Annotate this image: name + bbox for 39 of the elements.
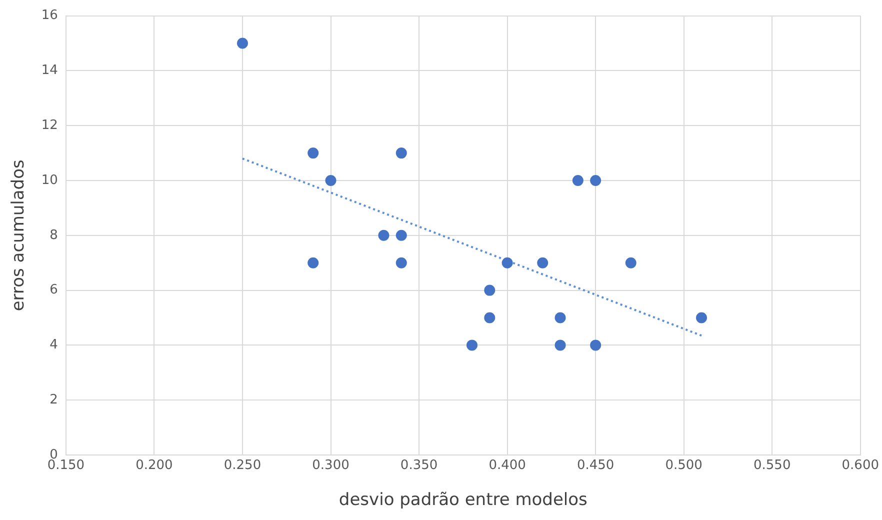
point: [590, 340, 602, 351]
point: [236, 38, 248, 49]
point: [554, 340, 566, 351]
x-tick-label: 0.400: [488, 458, 526, 474]
point: [484, 284, 496, 296]
point: [590, 175, 602, 186]
x-tick-label: 0.250: [224, 458, 262, 474]
point: [625, 257, 636, 268]
y-tick-label: 8: [50, 228, 58, 243]
y-tick-label: 12: [41, 118, 58, 133]
x-tick-label: 0.350: [400, 458, 438, 474]
x-tick-label: 0.600: [842, 458, 879, 474]
y-tick-label: 4: [50, 338, 58, 353]
y-axis-title: erros acumulados: [8, 160, 29, 312]
y-tick-label: 16: [41, 8, 58, 24]
point: [484, 312, 496, 324]
x-tick-label: 0.450: [576, 458, 614, 474]
x-axis-title: desvio padrão entre modelos: [338, 490, 588, 510]
x-tick-label: 0.500: [665, 458, 702, 474]
point: [396, 230, 407, 241]
point: [396, 148, 407, 159]
point: [572, 175, 584, 186]
point: [466, 340, 478, 351]
point: [537, 257, 548, 268]
x-tick-label: 0.200: [136, 458, 173, 474]
point: [308, 148, 319, 159]
y-tick-label: 10: [41, 172, 58, 188]
x-tick-label: 0.550: [754, 458, 791, 474]
point: [325, 175, 336, 186]
point: [396, 257, 407, 268]
x-tick-label: 0.300: [312, 458, 350, 474]
point: [696, 312, 707, 324]
point: [502, 257, 513, 268]
point: [378, 230, 390, 241]
point: [308, 257, 319, 268]
y-tick-label: 6: [50, 282, 58, 298]
point: [554, 312, 566, 324]
y-tick-label: 14: [41, 63, 58, 78]
y-tick-label: 2: [50, 392, 58, 408]
